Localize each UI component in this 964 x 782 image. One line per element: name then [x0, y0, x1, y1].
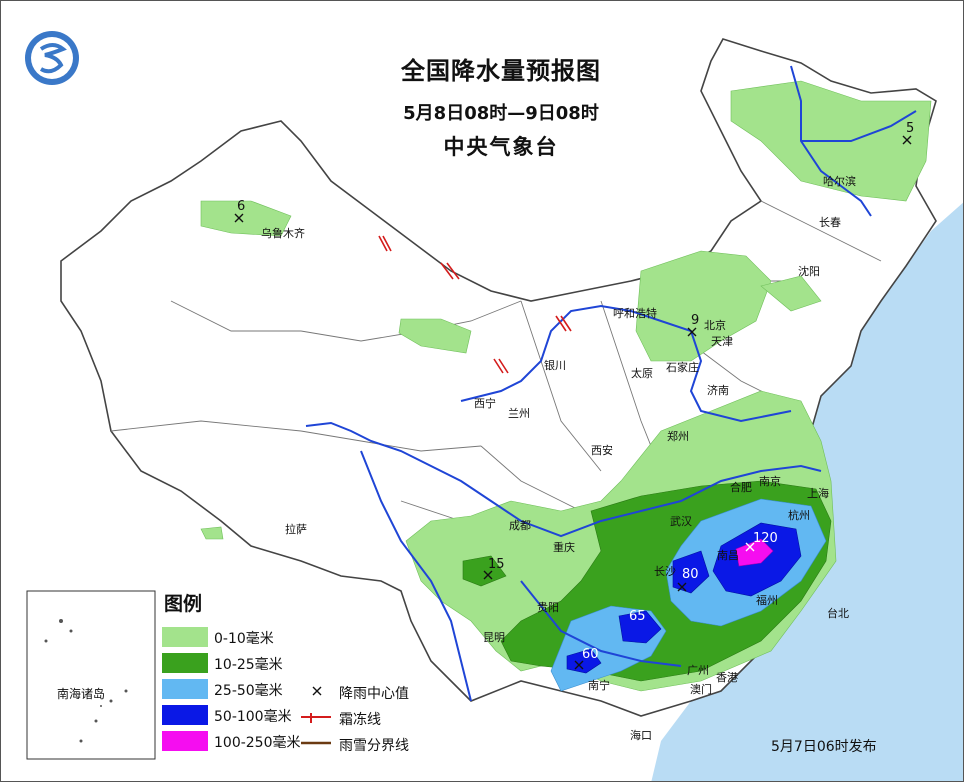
- city-label: 石家庄: [666, 361, 699, 374]
- city-label: 南京: [759, 475, 781, 488]
- city-label: 贵阳: [537, 601, 559, 614]
- rain-center-crosses: [234, 135, 912, 670]
- rain-center-value: 65: [629, 609, 646, 624]
- city-label: 南宁: [588, 679, 610, 692]
- city-label: 香港: [716, 671, 738, 684]
- inset-islands: [44, 619, 128, 743]
- city-label: 西安: [591, 444, 613, 457]
- city-label: 合肥: [730, 481, 752, 494]
- legend-swatch: [162, 627, 208, 647]
- map-title: 全国降水量预报图: [401, 57, 601, 85]
- rain-center-value: 80: [682, 567, 699, 582]
- city-label: 南昌: [717, 549, 739, 562]
- legend-symbol-label: 雨雪分界线: [339, 738, 409, 754]
- city-label: 拉萨: [285, 523, 307, 536]
- legend-swatch: [162, 731, 208, 751]
- legend-symbol-label: 降雨中心值: [339, 686, 409, 702]
- inset-border: [26, 590, 156, 760]
- frost-lines: [378, 235, 572, 374]
- issued-time: 5月7日06时发布: [771, 739, 877, 755]
- legend-title: 图例: [164, 593, 203, 615]
- city-label: 台北: [827, 607, 849, 620]
- rain-center-value: 6: [237, 199, 246, 214]
- rain-center-value: 5: [906, 121, 915, 136]
- city-label: 呼和浩特: [613, 307, 657, 320]
- legend-swatch: [162, 679, 208, 699]
- rivers: [305, 65, 917, 702]
- map-period: 5月8日08时—9日08时: [403, 103, 599, 124]
- legend-label: 50-100毫米: [214, 709, 292, 725]
- city-label: 乌鲁木齐: [261, 227, 305, 240]
- city-label: 昆明: [483, 631, 505, 644]
- legend-label: 10-25毫米: [214, 657, 283, 673]
- legend-swatch: [162, 653, 208, 673]
- rain-band-100-250: [735, 538, 774, 567]
- legend-label: 100-250毫米: [214, 735, 301, 751]
- inset-label: 南海诸岛: [57, 687, 106, 701]
- city-label: 福州: [756, 594, 778, 607]
- city-label: 澳门: [690, 683, 712, 696]
- legend-symbol-label: 霜冻线: [339, 712, 381, 728]
- city-label: 天津: [711, 335, 733, 348]
- city-label: 成都: [509, 519, 531, 532]
- city-label: 银川: [544, 359, 566, 372]
- city-label: 兰州: [508, 407, 530, 420]
- city-label: 哈尔滨: [823, 175, 856, 188]
- rain-center-value: 60: [582, 647, 599, 662]
- city-label: 太原: [631, 367, 653, 380]
- city-label: 武汉: [670, 515, 692, 528]
- cma-logo-icon: [25, 31, 79, 85]
- city-label: 西宁: [474, 397, 496, 410]
- rain-center-value: 15: [488, 557, 505, 572]
- city-label: 郑州: [667, 430, 689, 443]
- legend-swatch: [162, 705, 208, 725]
- city-label: 长沙: [654, 565, 676, 578]
- city-label: 广州: [687, 664, 709, 677]
- inset-sea: [28, 592, 155, 760]
- city-label: 济南: [707, 384, 729, 397]
- city-label: 杭州: [788, 509, 810, 522]
- legend-label: 0-10毫米: [214, 631, 274, 647]
- legend-cross-icon: [312, 686, 322, 696]
- rain-center-value: 120: [753, 531, 778, 546]
- city-label: 沈阳: [798, 265, 820, 278]
- legend-label: 25-50毫米: [214, 683, 283, 699]
- rain-center-value: 9: [691, 313, 700, 328]
- legend-frost-line-icon: [301, 713, 331, 723]
- city-label: 北京: [704, 319, 726, 332]
- city-label: 长春: [819, 216, 841, 229]
- city-label: 海口: [630, 729, 652, 742]
- city-label: 上海: [807, 487, 829, 500]
- city-label: 重庆: [553, 541, 575, 554]
- map-issuer: 中央气象台: [443, 135, 559, 159]
- east-sea-area: [651, 202, 963, 781]
